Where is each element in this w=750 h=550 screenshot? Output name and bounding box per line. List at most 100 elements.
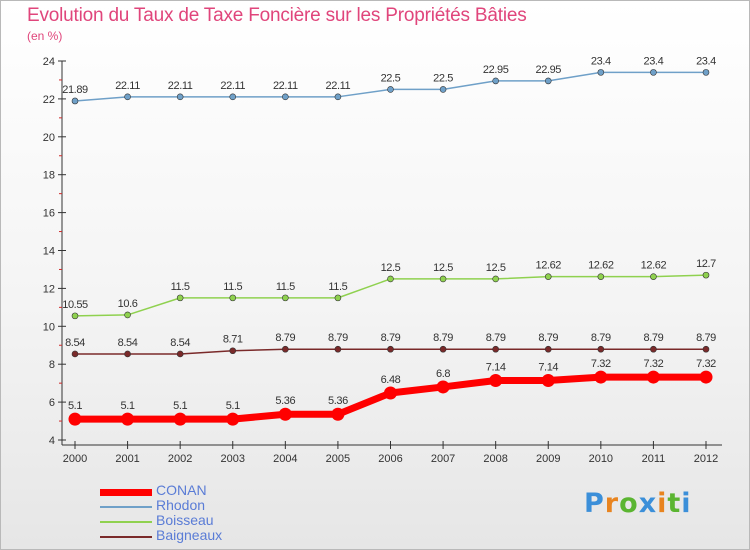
logo-letter: i (657, 488, 668, 519)
x-tick-label: 2007 (431, 453, 455, 465)
data-label-conan: 7.14 (486, 361, 506, 373)
data-point-rhodon (702, 69, 710, 76)
data-label-baigneaux: 8.79 (328, 332, 348, 344)
legend-label-baigneaux: Baigneaux (156, 527, 223, 543)
legend-swatch-rhodon (100, 506, 152, 508)
x-tick-label: 2001 (115, 453, 139, 465)
data-point-boisseau (124, 311, 131, 319)
data-point-baigneaux (124, 350, 131, 358)
data-point-conan (121, 412, 135, 426)
data-point-conan (489, 373, 503, 387)
data-label-boisseau: 12.5 (381, 262, 401, 274)
data-point-baigneaux (702, 345, 710, 353)
data-label-boisseau: 11.5 (171, 281, 190, 293)
data-label-baigneaux: 8.79 (486, 332, 506, 344)
data-label-conan: 5.36 (275, 395, 295, 407)
data-label-baigneaux: 8.79 (433, 332, 453, 344)
legend-swatch-boisseau (100, 521, 152, 523)
data-label-rhodon: 22.95 (535, 64, 561, 76)
data-point-rhodon (124, 93, 131, 101)
data-label-conan: 5.1 (68, 400, 82, 412)
data-label-conan: 5.1 (121, 400, 135, 412)
data-label-boisseau: 12.5 (433, 262, 453, 274)
y-tick-label: 20 (43, 132, 55, 144)
logo-letter: r (604, 488, 620, 519)
data-point-boisseau (544, 273, 552, 280)
data-point-conan (436, 380, 450, 394)
data-point-conan (173, 412, 187, 426)
data-point-rhodon (492, 77, 499, 85)
proxiti-logo: Proxiti (584, 488, 692, 519)
data-label-baigneaux: 8.79 (538, 332, 558, 344)
x-tick-label: 2003 (221, 453, 245, 465)
data-point-boisseau (650, 273, 657, 280)
data-point-conan (594, 370, 608, 384)
logo-letter: o (619, 488, 639, 519)
data-label-rhodon: 22.11 (326, 80, 351, 92)
data-label-boisseau: 12.5 (486, 262, 506, 274)
x-tick-label: 2004 (273, 453, 297, 465)
data-point-baigneaux (544, 345, 552, 353)
data-label-baigneaux: 8.71 (223, 334, 243, 346)
data-label-boisseau: 11.5 (328, 281, 347, 293)
data-point-rhodon (229, 93, 237, 101)
data-point-rhodon (650, 69, 657, 76)
x-tick-label: 2010 (589, 453, 613, 465)
data-point-rhodon (387, 86, 394, 93)
y-tick-label: 22 (43, 94, 55, 106)
data-point-rhodon (597, 69, 605, 76)
data-label-baigneaux: 8.79 (696, 332, 716, 344)
legend-swatch-baigneaux (100, 536, 152, 538)
x-tick-label: 2002 (168, 453, 192, 465)
data-point-boisseau (229, 294, 237, 302)
chart-subtitle: (en %) (27, 29, 63, 43)
data-label-boisseau: 11.5 (276, 281, 295, 293)
data-point-conan (646, 370, 660, 384)
data-point-baigneaux (387, 345, 394, 353)
data-point-conan (68, 412, 82, 426)
data-point-boisseau (334, 294, 342, 302)
data-point-baigneaux (439, 345, 447, 353)
x-tick-label: 2008 (483, 453, 507, 465)
data-point-boisseau (176, 294, 184, 302)
data-label-conan: 5.1 (226, 400, 240, 412)
data-label-conan: 5.36 (328, 395, 348, 407)
data-point-conan (226, 412, 240, 426)
data-point-baigneaux (229, 347, 237, 355)
data-label-conan: 5.1 (173, 400, 187, 412)
chart-title: Evolution du Taux de Taxe Foncière sur l… (27, 5, 527, 26)
data-point-baigneaux (282, 345, 289, 353)
data-point-baigneaux (650, 345, 657, 353)
data-label-baigneaux: 8.54 (118, 337, 138, 349)
data-label-boisseau: 12.62 (641, 260, 667, 272)
x-tick-label: 2000 (63, 453, 87, 465)
legend-label-rhodon: Rhodon (156, 497, 206, 513)
data-label-baigneaux: 8.54 (65, 337, 85, 349)
data-label-baigneaux: 8.79 (644, 332, 664, 344)
data-label-rhodon: 22.5 (381, 72, 401, 84)
data-point-baigneaux (176, 350, 184, 358)
data-point-baigneaux (597, 345, 605, 353)
data-label-conan: 7.32 (644, 358, 664, 370)
data-point-conan (541, 373, 555, 387)
data-point-baigneaux (492, 345, 499, 353)
data-label-rhodon: 22.11 (168, 80, 193, 92)
y-tick-label: 8 (49, 359, 55, 371)
data-label-boisseau: 12.62 (535, 260, 561, 272)
legend-swatch-conan (100, 488, 152, 496)
logo-letter: i (681, 488, 692, 519)
data-point-boisseau (71, 312, 79, 320)
data-label-rhodon: 21.89 (62, 84, 88, 96)
data-point-rhodon (71, 97, 79, 105)
data-label-baigneaux: 8.79 (591, 332, 611, 344)
data-label-boisseau: 12.7 (696, 258, 716, 270)
data-point-boisseau (492, 275, 499, 283)
logo-letter: x (638, 488, 658, 519)
data-label-conan: 6.8 (436, 368, 450, 380)
x-tick-label: 2006 (378, 453, 402, 465)
data-label-rhodon: 22.5 (433, 72, 453, 84)
legend-label-boisseau: Boisseau (156, 512, 214, 528)
data-point-boisseau (387, 275, 394, 283)
data-label-rhodon: 22.11 (220, 80, 245, 92)
